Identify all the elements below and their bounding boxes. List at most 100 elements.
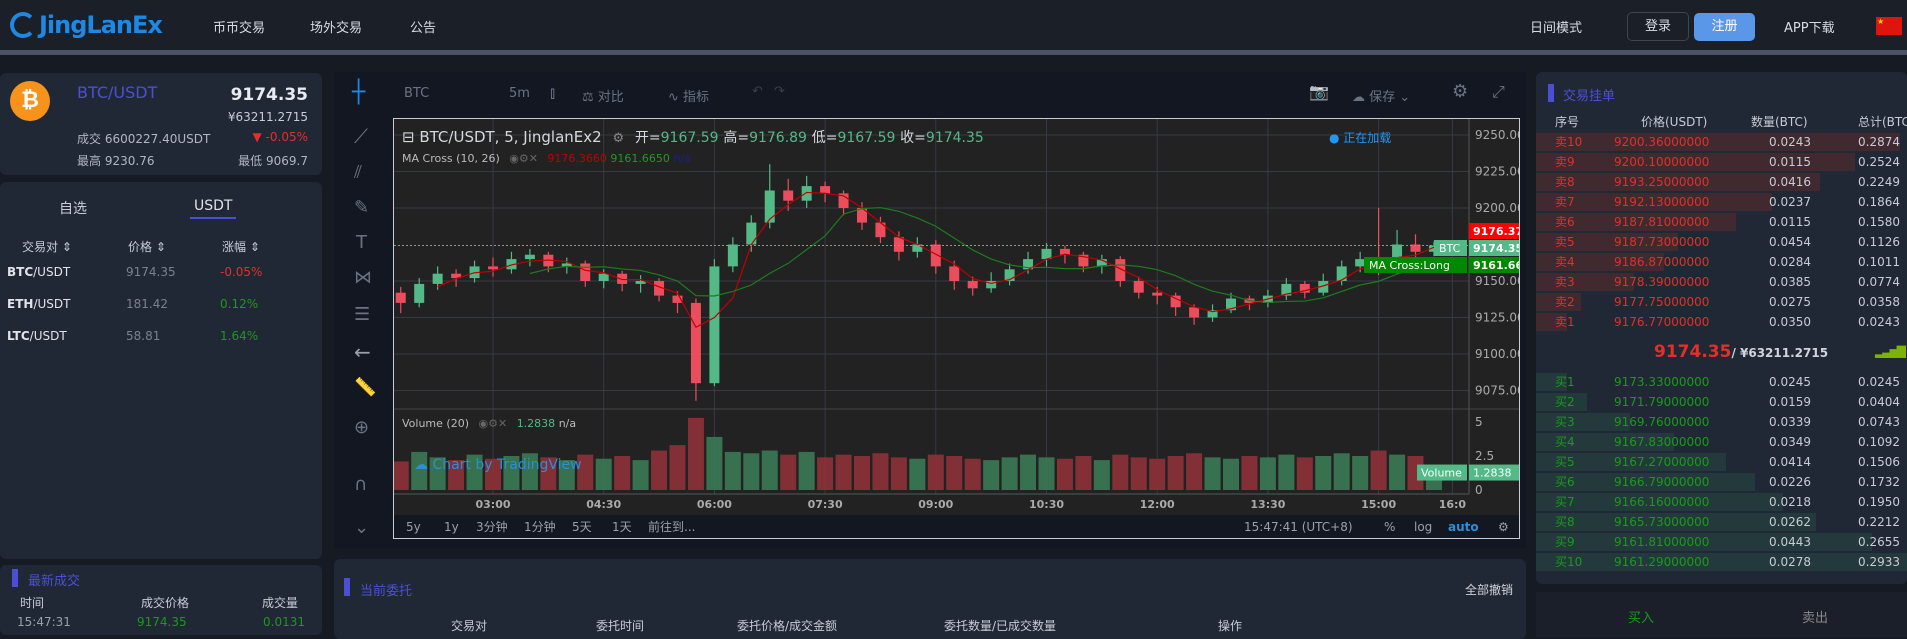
register-button[interactable]: 注册	[1694, 13, 1755, 41]
tab-buy[interactable]: 买入	[1628, 611, 1655, 626]
ask-row[interactable]: 卖3 9178.39000000 0.0385 0.0774	[1536, 272, 1907, 292]
bid-row[interactable]: 买9 9161.81000000 0.0443 0.2655	[1536, 532, 1907, 552]
indicators-button[interactable]: ∿ 指标	[668, 86, 709, 105]
bid-row[interactable]: 买3 9169.76000000 0.0339 0.0743	[1536, 412, 1907, 432]
ask-row[interactable]: 卖8 9193.25000000 0.0416 0.2249	[1536, 172, 1907, 192]
volume-controls-icon[interactable]: ◉⚙✕	[478, 417, 508, 430]
bid-row[interactable]: 买7 9166.16000000 0.0218 0.1950	[1536, 492, 1907, 512]
chevron-down-icon[interactable]: ⌄	[354, 517, 370, 538]
crosshair-icon[interactable]: ┼	[352, 80, 366, 105]
pair-base: ETH	[7, 297, 34, 311]
bid-row[interactable]: 买1 9173.33000000 0.0245 0.0245	[1536, 372, 1907, 392]
bid-row[interactable]: 买2 9171.79000000 0.0159 0.0404	[1536, 392, 1907, 412]
ruler-icon[interactable]: 📏	[354, 377, 377, 398]
row-price: 9177.75000000	[1614, 295, 1710, 309]
bid-row[interactable]: 买5 9167.27000000 0.0414 0.1506	[1536, 452, 1907, 472]
volume-bar	[540, 457, 557, 490]
auto-toggle[interactable]: auto	[1448, 520, 1479, 534]
row-total: 0.1011	[1858, 255, 1900, 269]
nav-announcements[interactable]: 公告	[410, 21, 437, 36]
percent-toggle[interactable]: %	[1384, 520, 1396, 534]
save-label: 保存	[1369, 90, 1396, 105]
cancel-all-button[interactable]: 全部撤销	[1465, 583, 1514, 597]
sort-change[interactable]: 涨幅 ⇕	[222, 238, 260, 255]
tab-favorites[interactable]: 自选	[59, 201, 87, 217]
pattern-icon[interactable]: ⋈	[354, 267, 372, 288]
legend-settings-icon[interactable]: ⚙	[612, 131, 625, 146]
china-flag-icon[interactable]: ★	[1876, 17, 1902, 35]
depth-bar	[1536, 553, 1907, 571]
nav-otc-trading[interactable]: 场外交易	[310, 21, 363, 36]
row-index: 卖4	[1555, 255, 1575, 269]
range-button[interactable]: 1y	[444, 520, 459, 534]
tab-usdt[interactable]: USDT	[190, 198, 237, 219]
interval-select[interactable]: 5m	[509, 86, 530, 101]
market-row[interactable]: ETH/USDT 181.42 0.12%	[0, 297, 322, 329]
time-tick-label: 10:30	[1029, 498, 1064, 511]
market-row[interactable]: BTC/USDT 9174.35 -0.05%	[0, 265, 322, 297]
volume-bar	[835, 454, 852, 490]
bid-row[interactable]: 买6 9166.79000000 0.0226 0.1732	[1536, 472, 1907, 492]
pair-quote: /USDT	[29, 329, 67, 343]
ask-row[interactable]: 卖1 9176.77000000 0.0350 0.0243	[1536, 312, 1907, 332]
depth-bar	[1536, 513, 1816, 531]
login-button[interactable]: 登录	[1627, 12, 1689, 41]
price-chart[interactable]: 9250.00 9225.00 9200.00 9150.00 9125.00 9100.…	[394, 119, 1520, 515]
ask-row[interactable]: 卖10 9200.36000000 0.0243 0.2874	[1536, 132, 1907, 152]
pair-change: -0.05%	[220, 265, 263, 279]
symbol-search[interactable]: BTC	[404, 86, 430, 101]
range-button[interactable]: 5天	[572, 520, 592, 534]
ticker-change: ▼ -0.05%	[252, 130, 308, 144]
collapse-icon[interactable]: ⊟	[402, 128, 415, 146]
settings-icon[interactable]: ⚙	[1452, 81, 1469, 102]
range-button[interactable]: 1天	[612, 520, 632, 534]
ma-controls-icon[interactable]: ◉⚙✕	[509, 152, 538, 165]
market-row[interactable]: LTC/USDT 58.81 1.64%	[0, 329, 322, 361]
range-button[interactable]: 5y	[406, 520, 421, 534]
app-download-link[interactable]: APP下载	[1784, 21, 1835, 36]
sort-pair[interactable]: 交易对 ⇕	[22, 238, 72, 255]
ask-row[interactable]: 卖9 9200.10000000 0.0115 0.2524	[1536, 152, 1907, 172]
logo[interactable]: JingLanEx	[10, 11, 163, 39]
range-button[interactable]: 前往到...	[648, 520, 696, 534]
candle-type-icon[interactable]: ⫾	[550, 83, 556, 102]
ask-row[interactable]: 卖4 9186.87000000 0.0284 0.1011	[1536, 252, 1907, 272]
save-button[interactable]: ☁ 保存 ⌄	[1352, 86, 1410, 105]
bid-row[interactable]: 买10 9161.29000000 0.0278 0.2933	[1536, 552, 1907, 572]
ask-row[interactable]: 卖5 9187.73000000 0.0454 0.1126	[1536, 232, 1907, 252]
bid-row[interactable]: 买4 9167.83000000 0.0349 0.1092	[1536, 432, 1907, 452]
volume-bar	[1259, 457, 1276, 490]
row-price: 9171.79000000	[1614, 395, 1710, 409]
tab-sell[interactable]: 卖出	[1802, 611, 1829, 626]
ask-row[interactable]: 卖6 9187.81000000 0.0115 0.1580	[1536, 212, 1907, 232]
zoom-in-icon[interactable]: ⊕	[354, 417, 370, 438]
magnet-icon[interactable]: ∩	[354, 474, 368, 495]
redo-icon[interactable]: ↷	[774, 84, 785, 99]
arrow-left-icon[interactable]: ←	[354, 340, 371, 364]
nav-spot-trading[interactable]: 币币交易	[213, 21, 266, 36]
compare-button[interactable]: ⚖ 对比	[582, 86, 624, 105]
day-mode-toggle[interactable]: 日间模式	[1530, 21, 1583, 36]
camera-icon[interactable]: 📷	[1309, 82, 1329, 101]
tradingview-watermark[interactable]: ☁ Chart by TradingView	[414, 457, 582, 473]
ask-row[interactable]: 卖2 9177.75000000 0.0275 0.0358	[1536, 292, 1907, 312]
trend-line-icon[interactable]: ⟋	[354, 124, 368, 148]
undo-icon[interactable]: ↶	[752, 84, 763, 99]
text-tool-icon[interactable]: T	[356, 232, 367, 253]
fib-icon[interactable]: ☰	[354, 304, 371, 325]
chart-frame[interactable]: 9250.00 9225.00 9200.00 9150.00 9125.00 9100.…	[393, 118, 1520, 539]
range-button[interactable]: 1分钟	[524, 520, 556, 534]
row-amount: 0.0159	[1769, 395, 1811, 409]
row-index: 买2	[1555, 395, 1575, 409]
brush-icon[interactable]: ✎	[354, 197, 370, 218]
range-button[interactable]: 3分钟	[476, 520, 508, 534]
bid-row[interactable]: 买8 9165.73000000 0.0262 0.2212	[1536, 512, 1907, 532]
fullscreen-icon[interactable]: ⤢	[1492, 82, 1505, 101]
pitchfork-icon[interactable]: ⫽	[354, 162, 363, 183]
row-total: 0.2874	[1858, 135, 1900, 149]
settings-icon[interactable]: ⚙	[1498, 520, 1509, 534]
ask-row[interactable]: 卖7 9192.13000000 0.0237 0.1864	[1536, 192, 1907, 212]
row-price: 9166.16000000	[1614, 495, 1710, 509]
sort-price[interactable]: 价格 ⇕	[128, 238, 166, 255]
log-toggle[interactable]: log	[1414, 520, 1433, 534]
